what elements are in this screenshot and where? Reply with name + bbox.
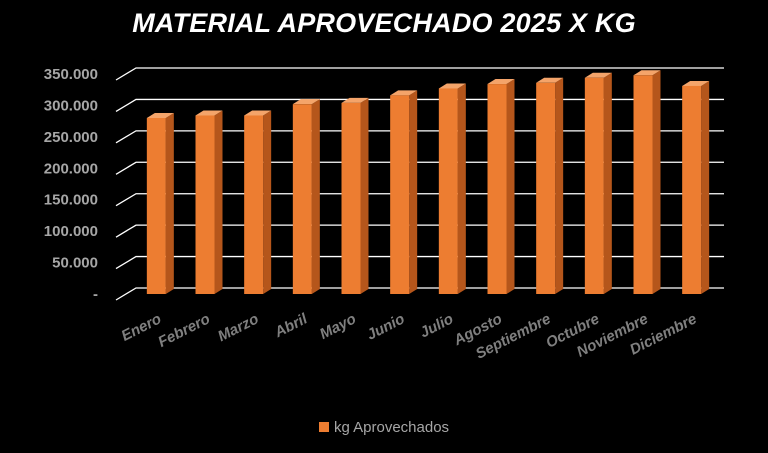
bar-side — [263, 110, 272, 294]
bars — [146, 70, 710, 295]
bar-top — [536, 77, 564, 83]
bar-top — [487, 79, 515, 85]
x-tick-label: Marzo — [215, 310, 261, 345]
bar-top — [292, 99, 320, 105]
y-tick-label: 250.000 — [44, 129, 98, 146]
bar-side — [652, 70, 661, 294]
bar-front — [341, 102, 361, 295]
bar — [292, 99, 320, 295]
y-tick-label: 350.000 — [44, 66, 98, 83]
bar — [438, 83, 466, 294]
bar-top — [584, 72, 612, 78]
bar-side — [214, 110, 223, 294]
gridline — [115, 287, 724, 301]
bar-front — [536, 82, 556, 294]
bar-top — [633, 70, 661, 76]
bar — [146, 113, 174, 294]
bar — [341, 97, 369, 295]
x-tick-label: Julio — [417, 310, 456, 341]
bar-front — [292, 104, 312, 295]
gridline — [115, 161, 724, 175]
bar — [487, 79, 515, 294]
bar — [536, 77, 564, 294]
y-tick-label: 300.000 — [44, 97, 98, 114]
bar-front — [195, 115, 215, 294]
legend-label: kg Aprovechados — [333, 419, 450, 436]
bar-top — [438, 83, 466, 89]
bar-top — [682, 80, 710, 86]
bar-top — [195, 110, 223, 116]
bar-side — [457, 83, 466, 294]
bar — [390, 90, 418, 294]
bar-front — [146, 118, 166, 294]
bar-front — [390, 95, 410, 294]
bar-front — [487, 84, 507, 294]
bar-top — [341, 97, 369, 103]
x-tick-label: Junio — [364, 310, 407, 343]
bar-side — [360, 97, 369, 295]
y-axis-ticks: - 50.000 100.000 150.000 200.000 250.000 300.0… — [44, 66, 98, 303]
bar-top — [146, 113, 174, 118]
bar — [633, 70, 661, 294]
bar-front — [682, 85, 702, 294]
bar-top — [390, 90, 418, 96]
gridline — [115, 130, 724, 144]
y-tick-label: - — [93, 286, 98, 303]
legend-swatch — [318, 422, 329, 432]
y-tick-label: 50.000 — [52, 255, 98, 272]
gridline — [115, 255, 724, 270]
bar — [682, 80, 710, 294]
bar-front — [584, 77, 604, 295]
y-tick-label: 100.000 — [44, 223, 98, 240]
bar-front — [438, 88, 458, 294]
x-tick-label: Abril — [271, 310, 311, 341]
x-tick-label: Mayo — [317, 310, 359, 343]
y-tick-label: 150.000 — [44, 192, 98, 209]
bar-side — [701, 80, 710, 294]
bar-side — [506, 79, 515, 294]
chart-title: MATERIAL APROVECHADO 2025 X KG — [132, 8, 636, 38]
gridline — [115, 224, 724, 238]
bar — [244, 110, 272, 294]
bar-front — [244, 115, 264, 294]
bar-top — [244, 110, 272, 116]
legend: kg Aprovechados — [0, 419, 768, 436]
bar-front — [633, 75, 653, 294]
bar-side — [409, 90, 418, 294]
y-tick-label: 200.000 — [44, 160, 98, 177]
bar — [584, 72, 612, 295]
x-tick-label: Febrero — [155, 310, 212, 351]
bar-side — [165, 113, 174, 294]
gridline — [115, 67, 724, 81]
gridline — [115, 193, 724, 207]
bar — [195, 110, 223, 294]
bar-side — [555, 77, 564, 294]
gridlines — [115, 67, 724, 301]
bar-side — [311, 99, 320, 295]
bar-side — [603, 72, 612, 295]
gridline — [115, 98, 724, 112]
